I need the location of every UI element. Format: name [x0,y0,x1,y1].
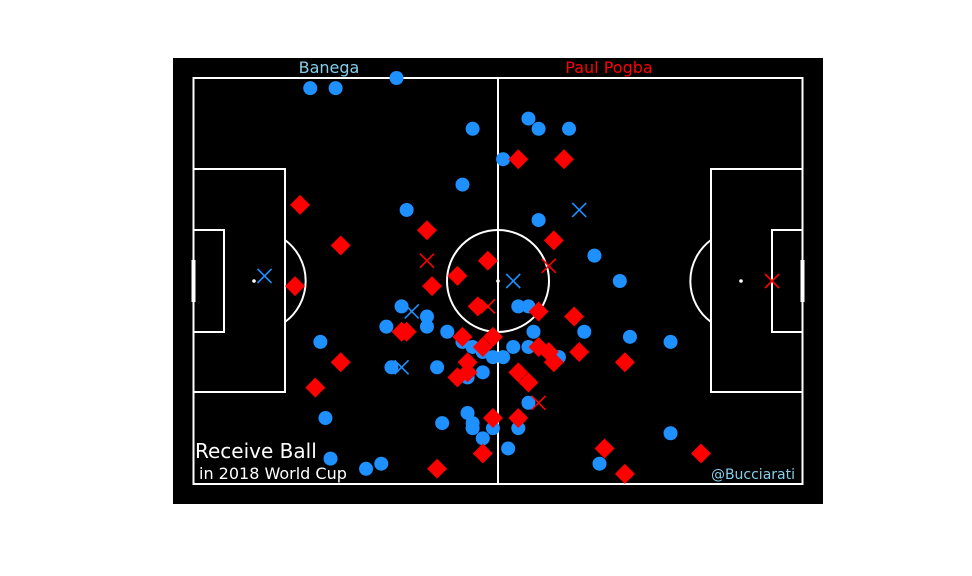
paul-pogba-point [422,276,443,297]
banega-point [475,365,490,380]
left-penalty-arc [284,239,307,323]
banega-point [511,299,526,314]
banega-x-point [394,359,410,375]
banega-point [323,451,338,466]
banega-point [511,421,526,436]
banega-point [622,329,637,344]
paul-pogba-point [416,220,437,241]
banega-point [379,319,394,334]
banega-point [506,339,521,354]
paul-pogba-point [614,463,635,484]
paul-pogba-point [472,443,493,464]
paul-pogba-point [285,276,305,297]
credit-label: @Bucciarati [711,467,795,483]
paul-pogba-x-point [531,395,547,411]
left-penalty-spot [252,279,256,283]
banega-point [394,299,409,314]
banega-point [531,121,546,136]
paul-pogba-x-point [541,258,557,274]
right-penalty-spot [739,279,743,283]
paul-pogba-point [594,438,615,459]
chart-subtitle: in 2018 World Cup [199,464,347,483]
banega-point [303,81,318,96]
paul-pogba-point [305,377,326,398]
paul-pogba-x-point [764,273,780,289]
banega-point [313,334,328,349]
paul-pogba-point [447,367,468,388]
data-points [256,71,780,484]
banega-point [612,274,627,288]
paul-pogba-point [391,321,412,342]
banega-point [419,309,434,324]
banega-point [663,426,678,441]
paul-pogba-point [508,149,529,170]
banega-point [455,177,470,192]
paul-pogba-point [528,301,549,322]
banega-point [501,441,516,456]
paul-pogba-point [290,194,311,215]
banega-point [562,121,577,136]
banega-point [577,324,592,339]
banega-point [496,152,511,167]
paul-pogba-point [543,352,564,373]
paul-pogba-point [457,352,478,373]
banega-point [521,395,536,410]
banega-x-point [404,303,420,320]
banega-point [465,121,480,136]
banega-point [328,81,343,96]
banega-point [374,456,389,471]
paul-pogba-point [472,336,493,357]
banega-x-point [571,202,587,218]
paul-pogba-point [564,306,585,327]
banega-point [389,71,404,85]
right-penalty-arc [689,239,712,323]
paul-pogba-point [614,352,635,373]
banega-point [384,360,399,375]
chart-title: Receive Ball [195,439,317,463]
player-right-label: Paul Pogba [565,58,652,77]
paul-pogba-point [508,408,529,429]
paul-pogba-point [447,265,468,286]
banega-point [399,202,414,217]
banega-point [663,334,678,349]
paul-pogba-x-point [419,253,435,269]
banega-point [359,461,374,476]
banega-point [465,416,480,431]
banega-point [496,350,511,365]
banega-point [526,324,541,339]
paul-pogba-point [452,326,473,347]
banega-x-point [256,268,273,284]
paul-pogba-point [330,352,351,373]
banega-point [521,111,536,126]
banega-point [419,319,434,334]
paul-pogba-point [482,326,503,347]
banega-point [531,213,546,228]
paul-pogba-point [508,362,529,383]
banega-point [430,360,445,375]
banega-point [440,324,455,339]
player-left-label: Banega [299,58,360,77]
banega-point [592,456,607,471]
banega-point [475,431,490,446]
paul-pogba-point [543,230,564,251]
banega-point [587,248,602,263]
paul-pogba-point [482,408,503,429]
banega-point [435,416,450,431]
paul-pogba-point [691,443,711,464]
banega-point [521,339,536,354]
paul-pogba-x-point [480,298,496,314]
banega-point [485,350,500,365]
banega-x-point [505,273,521,289]
paul-pogba-point [518,372,539,393]
centre-spot [496,279,500,283]
paul-pogba-point [477,250,498,271]
paul-pogba-point [330,235,351,256]
banega-point [485,421,500,436]
paul-pogba-point [553,149,574,170]
paul-pogba-point [569,342,590,363]
banega-point [318,411,333,426]
paul-pogba-point [427,458,448,479]
